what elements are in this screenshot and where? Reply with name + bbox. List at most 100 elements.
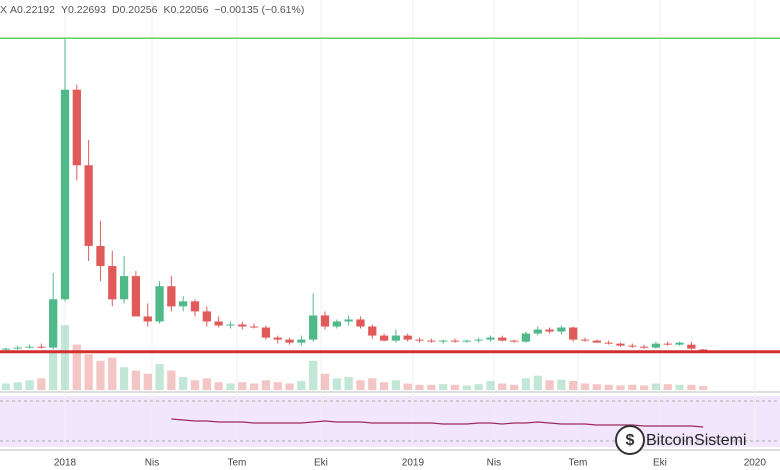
volume-bar [557,379,566,390]
header-value: Y0.22693 [61,4,106,16]
candle-body [639,346,649,348]
candle-body [427,340,436,342]
candle-body [663,343,672,345]
volume-bar [379,382,389,390]
volume-bar [96,360,105,390]
volume-bar [273,382,282,390]
candle-body [545,329,554,332]
watermark-icon [615,425,645,455]
candle-body [439,340,448,342]
candle-body [379,335,389,341]
candle-body [108,266,117,300]
volume-bar [651,383,661,390]
volume-bar [143,373,152,390]
x-tick-label: Nis [145,458,159,469]
candle-body [580,339,590,341]
volume-bar [545,380,554,390]
volume-bar [344,377,353,390]
volume-bar [462,385,471,390]
volume-bar [391,380,401,390]
volume-bar [604,384,613,390]
volume-bar [309,360,318,390]
header-value: K0.22056 [163,4,208,16]
candle-body [273,337,282,340]
x-tick-label: 2020 [744,458,767,469]
volume-bar [368,378,377,390]
candle-body [96,245,105,267]
candle-body [13,347,22,349]
candle-body [84,165,93,246]
volume-bar [297,380,306,390]
x-tick-label: Eki [653,458,667,469]
candle-body [368,326,377,336]
candle-body [226,324,235,326]
candle-body [320,315,330,327]
header-symbol: X [0,4,7,16]
volume-bar [320,373,330,390]
volume-bar [403,383,412,390]
volume-bar [37,378,46,390]
candle-body [486,337,495,340]
rsi-line [171,418,704,428]
volume-bar [427,384,436,390]
candle-body [261,327,271,338]
volume-bar [486,380,495,390]
plot [0,0,780,450]
volume-bar [167,370,176,390]
candle-body [474,339,483,341]
volume-bar [72,344,81,390]
candle-body [179,301,188,307]
volume-bar [628,384,637,390]
candle-body [687,344,696,349]
volume-bar [592,384,601,390]
volume-bar [533,375,542,390]
volume-bar [285,383,294,390]
candle-body [569,327,578,340]
volume-bar [179,377,188,390]
candle-body [462,340,471,342]
candle-body [604,342,613,344]
candle-body [533,329,542,334]
candle-body [297,339,306,343]
candle-body [332,321,341,327]
candle-body [699,349,708,351]
volume-bar [13,382,22,390]
candle-body [143,316,152,322]
watermark-text: BitcoinSistemi [646,432,746,449]
volume-bar [25,380,34,390]
candle-body [651,343,661,348]
volume-bar [639,385,649,390]
volume-bar [687,384,696,390]
volume-bar [450,384,460,390]
candle-body [309,315,318,340]
candle-body [25,346,34,348]
volume-bar [261,380,271,390]
candle-body [72,89,81,166]
candle-body [415,339,424,341]
candle-body [249,326,259,328]
candle-body [155,286,164,322]
candle-body [37,346,46,348]
x-tick-label: Eki [314,458,328,469]
volume-bar [202,378,211,390]
volume-bar [675,384,684,390]
volume-bar [699,386,708,390]
volume-bar [108,357,117,390]
candle-body [557,327,566,332]
candle-body [202,311,211,322]
volume-bar [580,383,590,390]
x-tick-label: Nis [487,458,501,469]
volume-bar [49,351,58,390]
volume-bar [569,380,578,390]
candle-body [131,276,141,317]
volume-bar [332,378,341,390]
volume-bar [131,370,141,390]
rsi-panel [0,396,780,447]
candle-body [167,286,176,307]
volume-bar [190,380,200,390]
volume-bar [415,384,424,390]
candle-body [592,340,601,343]
volume-bar [249,383,259,390]
candle-body [498,337,507,341]
